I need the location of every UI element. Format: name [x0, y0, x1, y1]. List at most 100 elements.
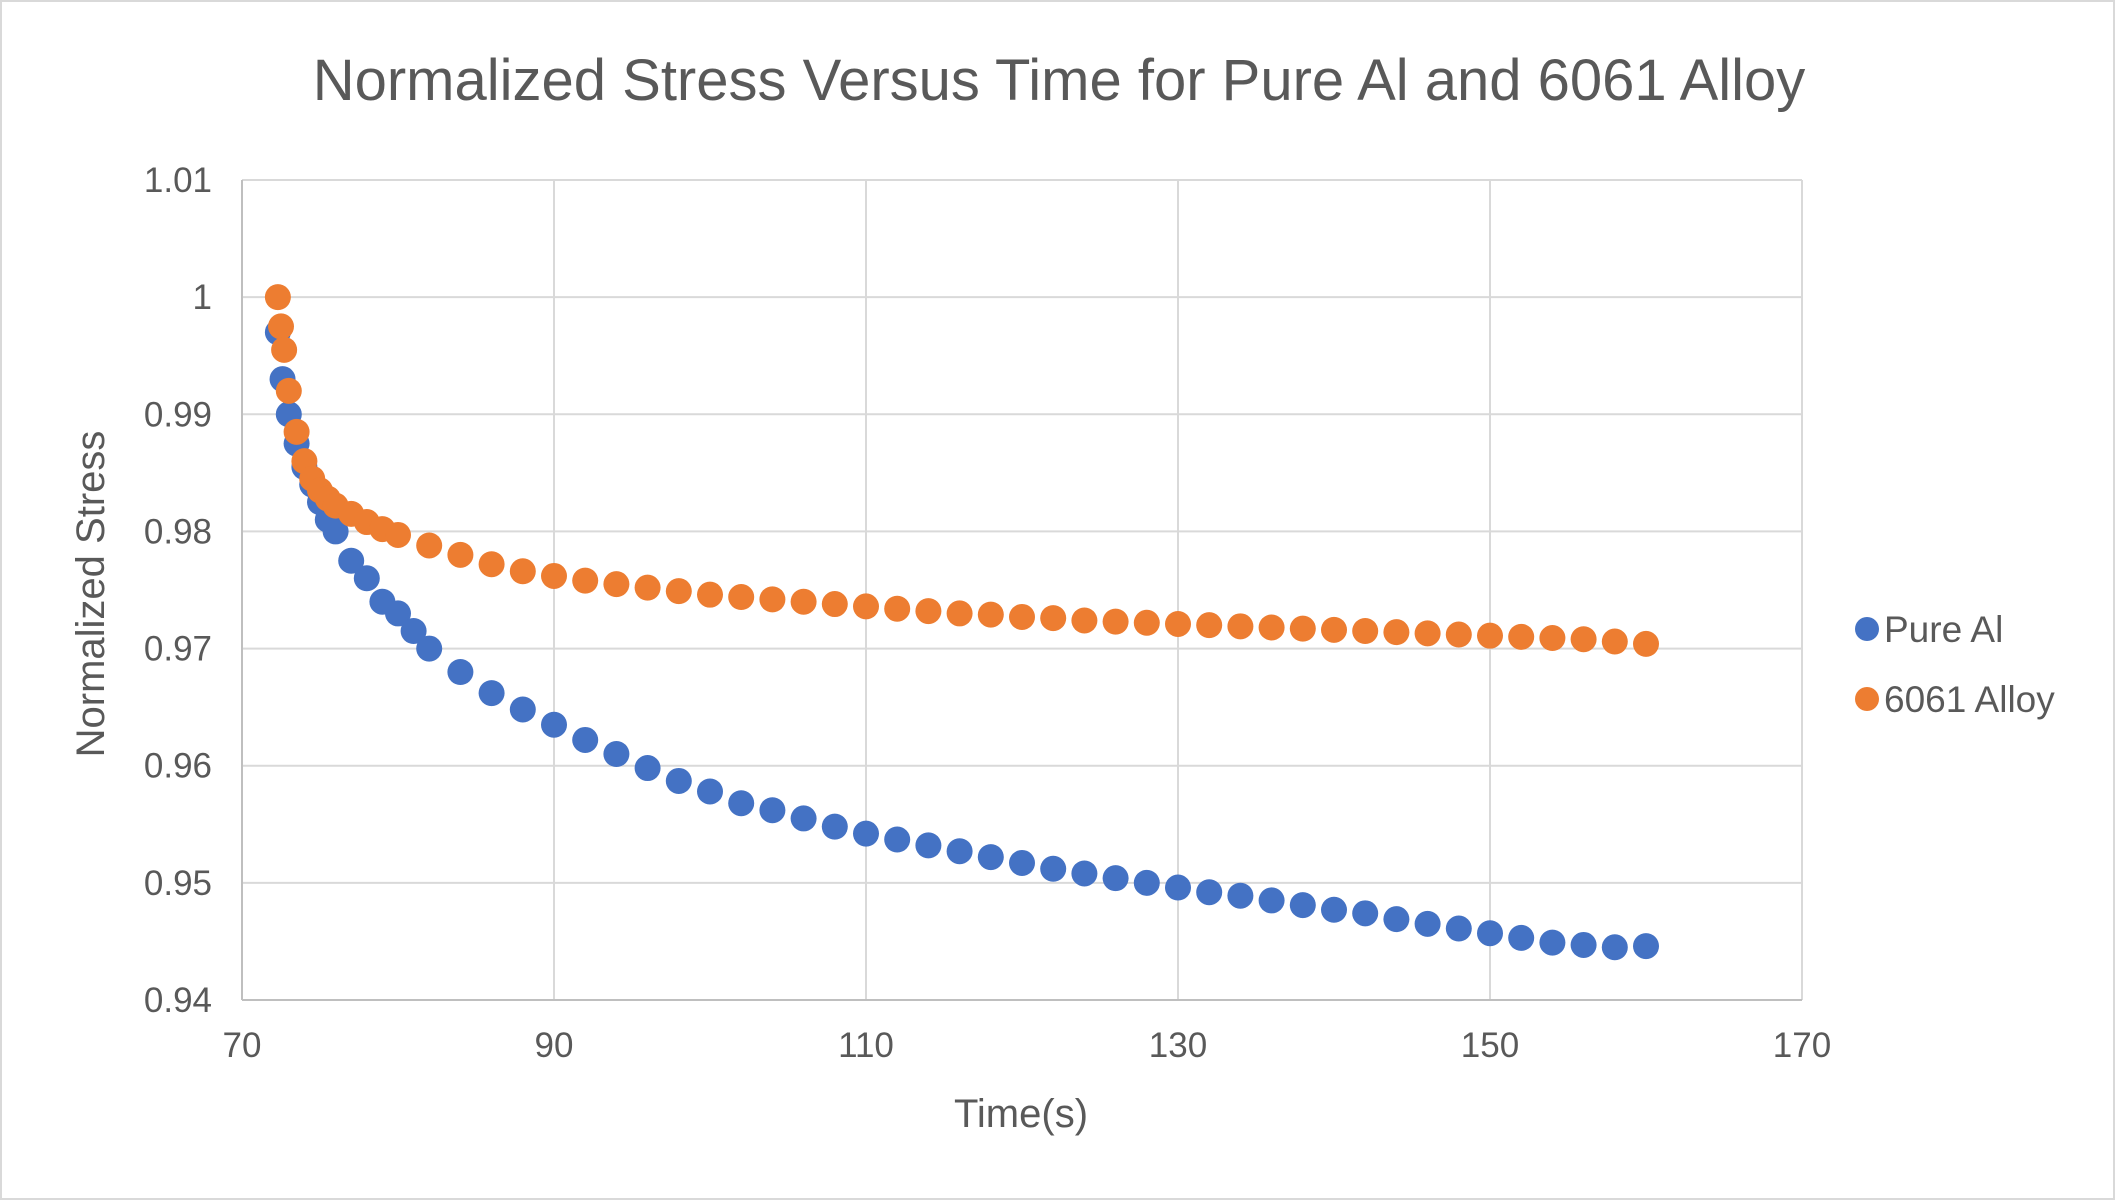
y-tick-label: 0.94: [144, 981, 212, 1020]
series-1: [264, 284, 1659, 657]
data-point: [322, 518, 349, 545]
data-point: [759, 797, 786, 824]
x-axis-label: Time(s): [954, 1092, 1088, 1136]
data-point: [416, 532, 443, 559]
data-point: [665, 767, 692, 794]
data-point: [268, 313, 294, 340]
x-tick-label: 150: [1461, 1026, 1519, 1065]
data-point: [1352, 900, 1379, 927]
data-point: [509, 558, 536, 585]
data-point: [1009, 603, 1035, 630]
x-tick-label: 70: [223, 1026, 262, 1065]
legend-entry: 6061 Alloy: [1884, 679, 2055, 720]
y-tick-label: 1.01: [144, 161, 212, 200]
data-point: [1258, 887, 1285, 914]
data-point: [447, 541, 474, 568]
x-tick-label: 110: [838, 1026, 894, 1065]
data-point: [1539, 625, 1566, 652]
data-point: [759, 586, 786, 613]
data-point: [977, 844, 1004, 871]
data-point: [1633, 933, 1659, 960]
axes: [241, 180, 1802, 1001]
data-point: [1165, 610, 1191, 637]
data-point: [603, 571, 630, 598]
data-point: [1601, 934, 1628, 961]
data-point: [416, 635, 443, 662]
data-point: [946, 838, 973, 865]
data-point: [1165, 874, 1191, 901]
data-point: [1477, 622, 1503, 649]
y-tick-label: 0.98: [144, 512, 212, 551]
data-point: [915, 832, 942, 859]
data-point: [1414, 620, 1441, 647]
data-point: [275, 377, 302, 404]
y-axis-label: Normalized Stress: [69, 431, 113, 758]
data-point: [1633, 630, 1659, 657]
data-point: [541, 562, 567, 589]
data-point: [915, 598, 942, 625]
data-point: [1071, 860, 1098, 887]
y-tick-label: 0.99: [144, 395, 212, 434]
data-point: [1289, 615, 1316, 642]
y-tick-label: 0.96: [144, 747, 212, 786]
data-point: [264, 284, 291, 311]
data-point: [728, 790, 755, 817]
data-point: [353, 565, 380, 592]
data-point: [271, 336, 298, 363]
data-point: [385, 600, 411, 627]
data-point: [1445, 915, 1472, 942]
data-point: [541, 711, 567, 738]
data-point: [634, 574, 661, 601]
data-point: [946, 600, 973, 627]
data-point: [1133, 609, 1160, 636]
data-point: [1508, 924, 1535, 951]
data-point: [1040, 855, 1067, 882]
y-tick-label: 0.97: [144, 630, 212, 669]
data-point: [400, 618, 427, 644]
data-point: [478, 680, 505, 707]
data-points: [264, 284, 1659, 961]
x-tick-label: 170: [1773, 1026, 1831, 1065]
data-point: [1071, 607, 1098, 634]
data-point: [283, 418, 310, 445]
grid-lines: [241, 179, 1803, 1001]
data-point: [1508, 623, 1535, 650]
data-point: [603, 741, 630, 767]
data-point: [1133, 869, 1160, 896]
data-point: [1009, 849, 1035, 876]
data-point: [1196, 612, 1223, 639]
y-tick-label: 0.95: [144, 864, 212, 903]
data-point: [572, 726, 599, 753]
data-point: [634, 755, 661, 782]
legend-marker: [1855, 617, 1879, 641]
x-tick-label: 130: [1149, 1026, 1207, 1065]
chart-title: Normalized Stress Versus Time for Pure A…: [313, 48, 1806, 113]
data-point: [1227, 882, 1254, 909]
data-point: [697, 581, 723, 608]
data-point: [1383, 619, 1410, 646]
data-point: [853, 820, 879, 847]
data-point: [884, 826, 911, 853]
data-point: [697, 778, 723, 805]
legend: Pure Al 6061 Alloy: [1855, 609, 2055, 720]
data-point: [1601, 628, 1628, 655]
data-point: [1414, 910, 1441, 937]
y-tick-label: 1: [193, 278, 212, 317]
data-point: [728, 584, 755, 611]
data-point: [790, 805, 817, 832]
data-point: [1289, 892, 1316, 919]
legend-marker: [1855, 687, 1879, 711]
data-point: [385, 521, 411, 548]
x-tick-labels: 70 90 110 130 150 170: [223, 1026, 1832, 1065]
data-point: [884, 595, 911, 622]
data-point: [853, 593, 879, 620]
data-point: [1352, 618, 1379, 644]
data-point: [821, 591, 848, 618]
data-point: [1445, 621, 1472, 648]
x-tick-label: 90: [535, 1026, 574, 1065]
data-point: [1570, 626, 1597, 653]
data-point: [1383, 906, 1410, 933]
data-point: [572, 567, 599, 594]
